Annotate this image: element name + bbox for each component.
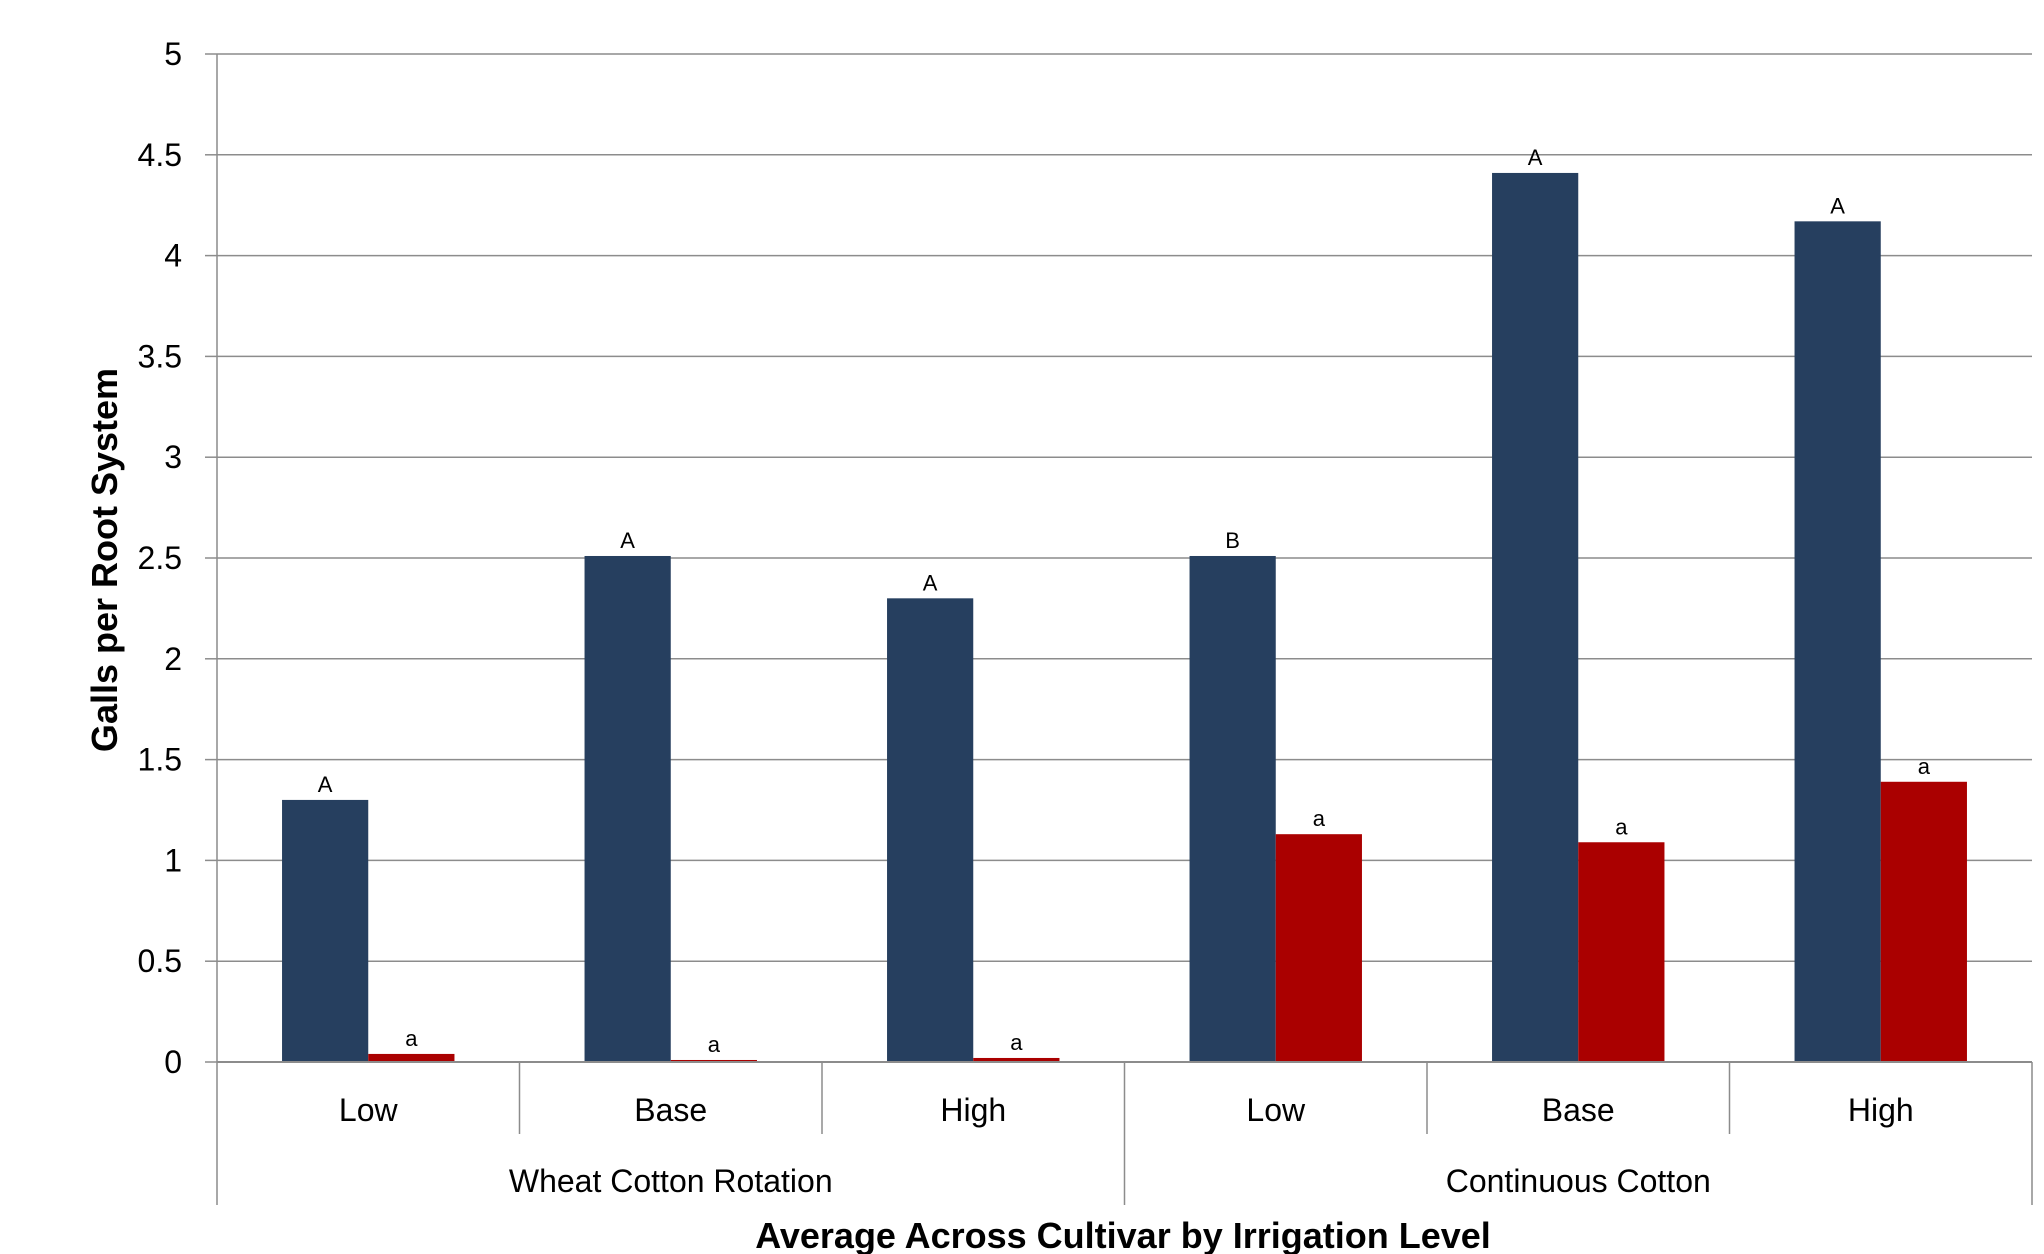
- y-tick-label: 5: [164, 36, 182, 72]
- y-tick-label: 3.5: [138, 338, 182, 374]
- bar-data-label: a: [405, 1026, 418, 1051]
- y-tick-label: 2: [164, 641, 182, 677]
- x-group-label: Wheat Cotton Rotation: [509, 1163, 833, 1199]
- x-category-label: High: [1848, 1092, 1914, 1128]
- y-tick-label: 4: [164, 238, 182, 274]
- y-tick-labels: 0 0.5 1 1.5 2 2.5 3 3.5 4 4.5 5: [138, 36, 182, 1080]
- bar-data-label: A: [318, 772, 333, 797]
- bar-series-1: [1492, 172, 1579, 1063]
- bar-data-label: a: [1918, 754, 1931, 779]
- category-labels: Low Base High Low Base High: [339, 1092, 1914, 1128]
- bars: [282, 172, 1967, 1063]
- x-category-label: High: [940, 1092, 1006, 1128]
- data-labels: A A A B A Aa a a a a a: [318, 145, 1931, 1057]
- group-labels: Wheat Cotton Rotation Continuous Cotton: [509, 1163, 1711, 1199]
- y-tick-label: 4.5: [138, 137, 182, 173]
- bar-series-1: [1189, 555, 1276, 1062]
- bar-data-label: A: [1528, 145, 1543, 170]
- bar-series-2: [1880, 781, 1967, 1062]
- x-category-label: Base: [1542, 1092, 1615, 1128]
- bar-data-label: A: [923, 570, 938, 595]
- bar-data-label: a: [1313, 806, 1326, 831]
- x-axis-title: Average Across Cultivar by Irrigation Le…: [755, 1215, 1491, 1254]
- bar-data-label: A: [1830, 193, 1845, 218]
- y-tick-label: 0: [164, 1044, 182, 1080]
- x-group-label: Continuous Cotton: [1446, 1163, 1711, 1199]
- axes: [205, 53, 2033, 1205]
- x-category-label: Low: [339, 1092, 399, 1128]
- bar-data-label: a: [1615, 814, 1628, 839]
- bar-series-1: [584, 555, 671, 1062]
- bar-data-label: a: [708, 1032, 721, 1057]
- bar-data-label: B: [1225, 528, 1240, 553]
- bar-data-label: A: [620, 528, 635, 553]
- bar-series-2: [1275, 834, 1362, 1062]
- bar-series-2: [973, 1057, 1060, 1062]
- bar-series-1: [282, 799, 369, 1062]
- y-tick-label: 1: [164, 842, 182, 878]
- y-tick-label: 3: [164, 439, 182, 475]
- bar-series-2: [670, 1059, 757, 1062]
- gridlines: [217, 53, 2032, 962]
- bar-data-label: a: [1010, 1030, 1023, 1055]
- x-category-label: Low: [1246, 1092, 1306, 1128]
- x-category-label: Base: [634, 1092, 707, 1128]
- bar-series-2: [1578, 842, 1665, 1062]
- y-tick-label: 1.5: [138, 742, 182, 778]
- bar-series-2: [368, 1053, 455, 1062]
- bar-series-1: [887, 598, 974, 1062]
- y-tick-label: 0.5: [138, 943, 182, 979]
- y-axis-title: Galls per Root System: [84, 368, 125, 752]
- bar-series-1: [1794, 221, 1881, 1062]
- y-tick-label: 2.5: [138, 540, 182, 576]
